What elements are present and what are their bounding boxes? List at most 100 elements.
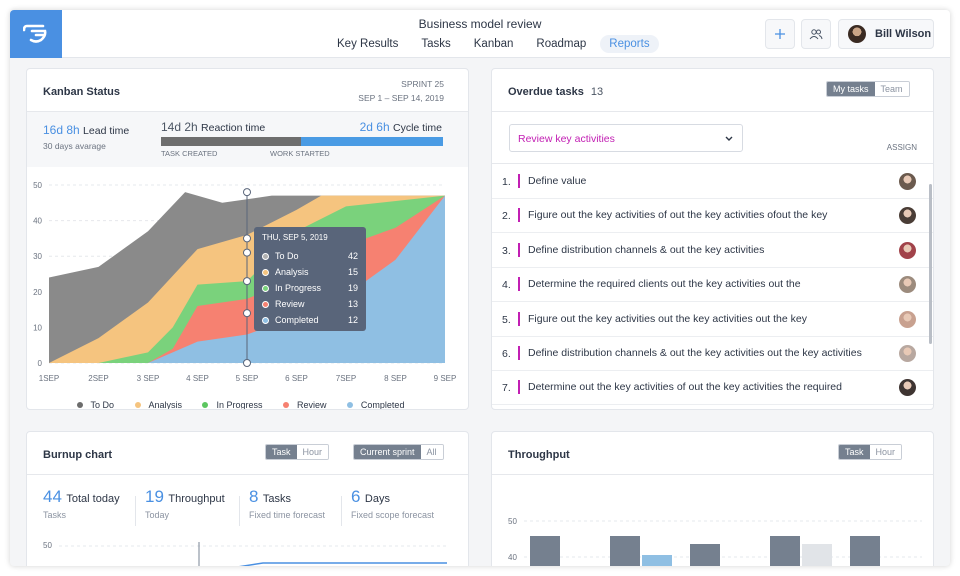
tooltip-row: Analysis 15 <box>262 267 358 277</box>
nav-roadmap[interactable]: Roadmap <box>536 38 587 50</box>
tooltip-row-value: 15 <box>347 267 358 277</box>
scrollbar[interactable] <box>929 184 932 344</box>
current-sprint-toggle[interactable]: Current sprint <box>354 445 421 459</box>
avatar[interactable] <box>899 207 916 225</box>
cycle-time-bar <box>301 137 443 146</box>
stat-value: 19 <box>145 487 164 506</box>
card-title: Burnup chart <box>43 449 113 461</box>
app-logo[interactable] <box>10 10 62 58</box>
task-row[interactable]: 3. Define distribution channels & out the… <box>492 234 933 268</box>
burnup-chart <box>59 542 447 566</box>
priority-bar <box>518 242 520 257</box>
nav-tasks[interactable]: Tasks <box>421 38 451 50</box>
x-tick-label: 8 SEP <box>384 374 407 383</box>
users-icon <box>809 29 823 40</box>
task-row[interactable]: 1. Define value <box>492 165 933 199</box>
nav-reports[interactable]: Reports <box>600 35 659 53</box>
avatar[interactable] <box>899 241 916 259</box>
chart-legend: To Do Analysis In Progress Review Comple… <box>27 395 468 409</box>
avatar[interactable] <box>899 276 916 294</box>
burnup-stat: 19 Throughput Today <box>145 487 225 520</box>
priority-bar <box>518 311 520 326</box>
app-window: Business model review Key Results Tasks … <box>10 10 950 566</box>
burnup-chart-card: Burnup chart Task Hour Current sprint Al… <box>26 431 469 566</box>
tooltip-row-label: Analysis <box>275 267 309 277</box>
throughput-bar <box>850 536 880 566</box>
stat-sub: Tasks <box>43 510 67 520</box>
avatar[interactable] <box>899 173 916 190</box>
team-button[interactable] <box>801 19 831 49</box>
nav-key-results[interactable]: Key Results <box>337 38 399 50</box>
burnup-stat: 44 Total today Tasks <box>43 487 120 520</box>
task-title: Define value <box>528 175 587 187</box>
divider <box>27 111 468 112</box>
hover-marker-point <box>243 309 251 318</box>
task-index: 6. <box>502 348 511 360</box>
sprint-date-range: SEP 1 – SEP 14, 2019 <box>358 93 444 103</box>
tooltip-row: To Do 42 <box>262 251 358 261</box>
stat-value: 44 <box>43 487 62 506</box>
project-title: Business model review <box>418 17 542 31</box>
range-toggle: Current sprint All <box>353 444 444 460</box>
y-tick-label: 20 <box>33 288 42 297</box>
tooltip-row: Review 13 <box>262 299 358 309</box>
team-toggle[interactable]: Team <box>874 82 909 96</box>
avatar[interactable] <box>899 345 916 362</box>
x-tick-label: 9 SEP <box>434 374 457 383</box>
reaction-time-value: 14d 2h <box>161 120 198 134</box>
legend-analysis: Analysis <box>134 400 182 409</box>
sprint-label: SPRINT 25 <box>401 79 444 89</box>
unit-toggle: Task Hour <box>265 444 330 460</box>
nav-kanban[interactable]: Kanban <box>473 38 514 50</box>
task-row[interactable]: 2. Figure out the key activities of out t… <box>492 199 933 234</box>
y-tick: 50 <box>508 517 517 526</box>
top-bar: Business model review Key Results Tasks … <box>10 10 950 58</box>
tooltip-row-value: 42 <box>347 251 358 261</box>
x-tick-label: 7SEP <box>336 374 356 383</box>
hour-toggle[interactable]: Hour <box>296 445 329 459</box>
stat-value: 6 <box>351 487 361 506</box>
all-toggle[interactable]: All <box>420 445 443 459</box>
user-menu-button[interactable]: Bill Wilson <box>838 19 934 49</box>
logo-icon <box>23 24 47 43</box>
scope-toggle: My tasks Team <box>826 81 910 97</box>
throughput-bar <box>802 544 832 566</box>
add-button[interactable] <box>765 19 795 49</box>
task-toggle[interactable]: Task <box>266 445 297 459</box>
hover-marker-point <box>243 234 251 243</box>
divider <box>492 163 933 164</box>
task-toggle[interactable]: Task <box>839 445 870 459</box>
task-index: 7. <box>502 382 511 395</box>
unit-toggle: Task Hour <box>838 444 903 460</box>
hour-toggle[interactable]: Hour <box>869 445 902 459</box>
y-tick-label: 30 <box>33 252 42 261</box>
my-tasks-toggle[interactable]: My tasks <box>827 82 875 96</box>
stat-label: Throughput <box>168 493 225 505</box>
card-title: Overdue tasks 13 <box>508 86 604 98</box>
chevron-down-icon <box>725 136 733 141</box>
task-row[interactable]: 7. Determine out the key activities of ou… <box>492 371 933 406</box>
task-title: Figure out the key activities of out the… <box>528 209 828 222</box>
y-tick: 50 <box>43 541 52 550</box>
hover-marker-point <box>243 188 251 197</box>
task-title: Determine out the key activities of out … <box>528 381 842 394</box>
task-row[interactable]: 4. Determine the required clients out the… <box>492 268 933 303</box>
avatar[interactable] <box>899 310 916 328</box>
stat-divider <box>239 496 240 526</box>
avatar[interactable] <box>899 379 916 397</box>
task-row[interactable]: 5. Figure out the key activities out the … <box>492 303 933 337</box>
tooltip-row-label: To Do <box>275 251 299 261</box>
hover-marker-point <box>243 248 251 257</box>
activity-select[interactable]: Review key activities <box>509 124 743 152</box>
kanban-cumulative-flow-chart: 0 10 20 30 40 50 1SEP 2SEP 3 SEP 4 SEP 5 SEP 6 SEP 7… <box>33 181 457 383</box>
priority-bar <box>518 208 520 223</box>
throughput-bar <box>610 536 640 566</box>
hover-marker-point <box>243 359 251 367</box>
x-tick-label: 5 SEP <box>236 374 259 383</box>
tooltip-row-value: 19 <box>347 283 358 293</box>
activity-select-value: Review key activities <box>518 133 615 145</box>
stat-sub: Today <box>145 510 170 520</box>
stat-sub: Fixed time forecast <box>249 510 326 520</box>
x-tick-label: 1SEP <box>39 374 59 383</box>
task-row[interactable]: 6. Define distribution channels & out the… <box>492 337 933 371</box>
